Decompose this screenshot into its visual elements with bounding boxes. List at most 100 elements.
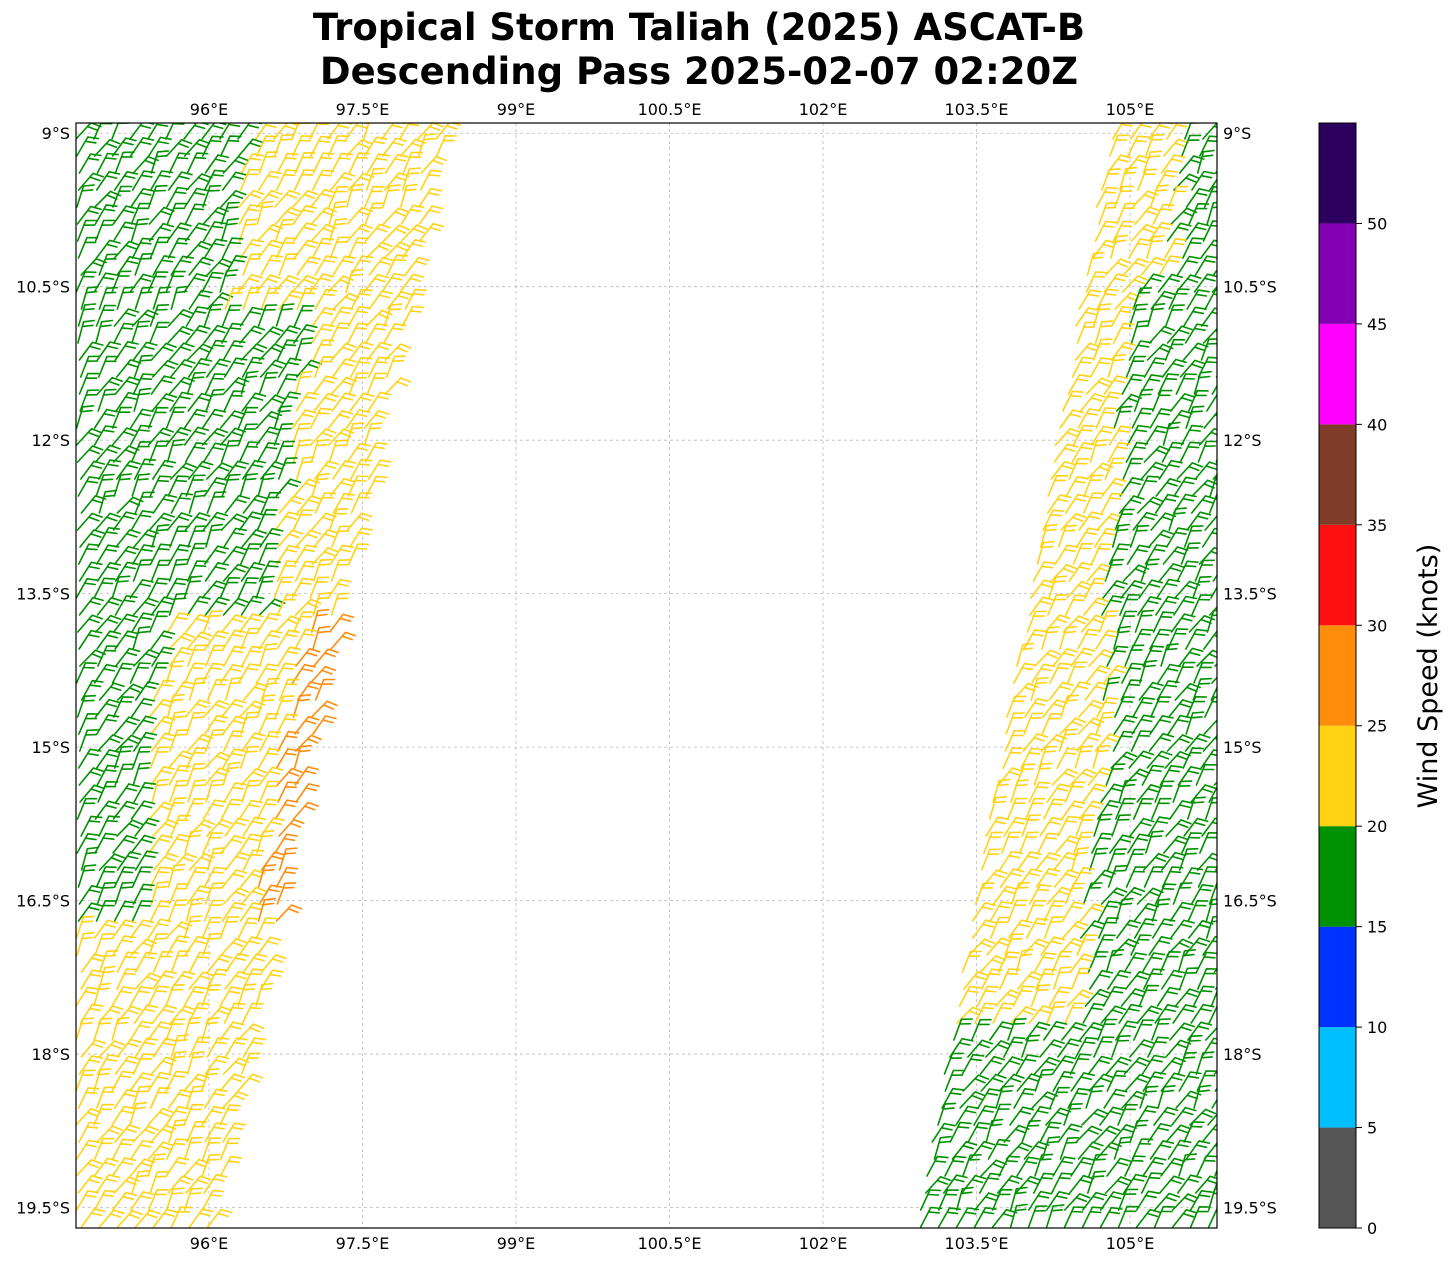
wind-barb <box>1069 1053 1092 1075</box>
wind-barb <box>1160 154 1186 174</box>
wind-barb <box>203 324 229 344</box>
wind-barb <box>309 428 337 446</box>
wind-barb <box>347 475 369 497</box>
wind-barb <box>111 406 133 429</box>
wind-barb <box>1053 869 1080 888</box>
wind-barb <box>1138 579 1163 599</box>
wind-barb <box>1188 203 1210 225</box>
wind-barb <box>168 710 187 735</box>
wind-barb <box>1034 1153 1054 1177</box>
wind-barb <box>1165 304 1185 327</box>
wind-barb <box>186 711 206 735</box>
wind-barb <box>1156 986 1181 1007</box>
wind-barb <box>1091 832 1114 854</box>
wind-barb <box>1181 832 1203 854</box>
wind-barb <box>1009 1203 1028 1228</box>
wind-barb <box>187 525 208 548</box>
wind-barb <box>1183 1121 1205 1143</box>
lon-tick-label-top: 100.5°E <box>638 100 702 119</box>
wind-barb <box>296 456 315 480</box>
wind-barb <box>239 238 264 259</box>
wind-barb <box>1039 816 1064 837</box>
wind-barb <box>1112 220 1135 242</box>
wind-barb <box>350 255 374 276</box>
colorbar-bin <box>1319 1027 1356 1128</box>
wind-barb <box>345 139 373 157</box>
wind-barb <box>132 155 159 174</box>
wind-barb <box>330 342 357 361</box>
wind-barb <box>275 866 299 888</box>
wind-barb <box>111 1105 136 1126</box>
colorbar-bin <box>1319 725 1356 827</box>
wind-barb <box>1028 1005 1054 1024</box>
wind-barb <box>293 478 320 497</box>
wind-barb <box>256 694 276 718</box>
wind-barb <box>1085 377 1113 395</box>
wind-barb <box>944 1069 965 1092</box>
wind-barb <box>276 767 303 786</box>
wind-barb <box>1021 1119 1041 1143</box>
wind-barb <box>1121 662 1144 684</box>
wind-barb <box>1022 938 1050 956</box>
wind-barb <box>79 1003 104 1024</box>
wind-barb <box>78 153 102 174</box>
colorbar-tick-label: 10 <box>1367 1018 1387 1037</box>
wind-barb <box>93 982 112 1007</box>
wind-barb <box>114 881 134 905</box>
wind-barb <box>1167 1139 1192 1160</box>
wind-barb <box>185 897 204 922</box>
wind-barb <box>999 968 1021 990</box>
wind-barb <box>1056 747 1079 769</box>
wind-barb <box>80 460 106 480</box>
wind-barb <box>1075 307 1100 327</box>
wind-barb <box>958 985 982 1007</box>
wind-barb <box>220 190 247 208</box>
wind-barb <box>346 223 373 242</box>
wind-barb <box>1078 511 1104 531</box>
wind-barb <box>1142 1071 1166 1092</box>
wind-barb <box>129 1191 155 1211</box>
wind-barb <box>203 169 227 191</box>
wind-barb <box>96 881 117 905</box>
wind-barb <box>1092 744 1111 769</box>
wind-barb <box>256 829 275 854</box>
wind-barb <box>1175 1090 1202 1109</box>
wind-barb <box>186 595 211 616</box>
wind-barb <box>1061 800 1086 820</box>
wind-barb <box>1117 1188 1139 1211</box>
wind-barb <box>1208 1004 1217 1024</box>
wind-barb <box>992 885 1018 905</box>
wind-barb <box>1123 768 1151 786</box>
wind-barb <box>76 1139 100 1160</box>
wind-barb <box>367 356 391 378</box>
lon-tick-label-bottom: 105°E <box>1106 1234 1155 1253</box>
wind-barb <box>188 819 216 837</box>
wind-barb <box>955 1186 974 1211</box>
wind-barb <box>1167 185 1189 208</box>
wind-barb <box>1037 832 1060 854</box>
wind-barb <box>257 170 282 191</box>
wind-barb <box>129 408 154 429</box>
wind-barb <box>1214 1087 1217 1092</box>
lat-tick-label-left: 19.5°S <box>16 1199 70 1218</box>
wind-barb <box>363 123 375 140</box>
wind-barb <box>1204 514 1217 531</box>
wind-barb <box>150 630 176 650</box>
wind-barb <box>1017 971 1043 990</box>
wind-barb <box>1026 917 1049 939</box>
wind-barb <box>183 123 209 140</box>
wind-barb <box>115 734 142 752</box>
wind-barb <box>1200 749 1217 769</box>
wind-barb <box>363 273 389 293</box>
wind-barb <box>116 1038 142 1058</box>
wind-barb <box>1010 1006 1037 1024</box>
wind-barb <box>1139 1085 1159 1109</box>
wind-barb <box>276 713 299 735</box>
wind-barb <box>76 797 98 820</box>
wind-barb <box>417 123 444 140</box>
wind-barb <box>1040 936 1066 956</box>
wind-barb <box>350 492 372 514</box>
wind-barb <box>1204 288 1217 310</box>
wind-barb <box>1157 1085 1176 1109</box>
wind-barb <box>112 221 137 242</box>
